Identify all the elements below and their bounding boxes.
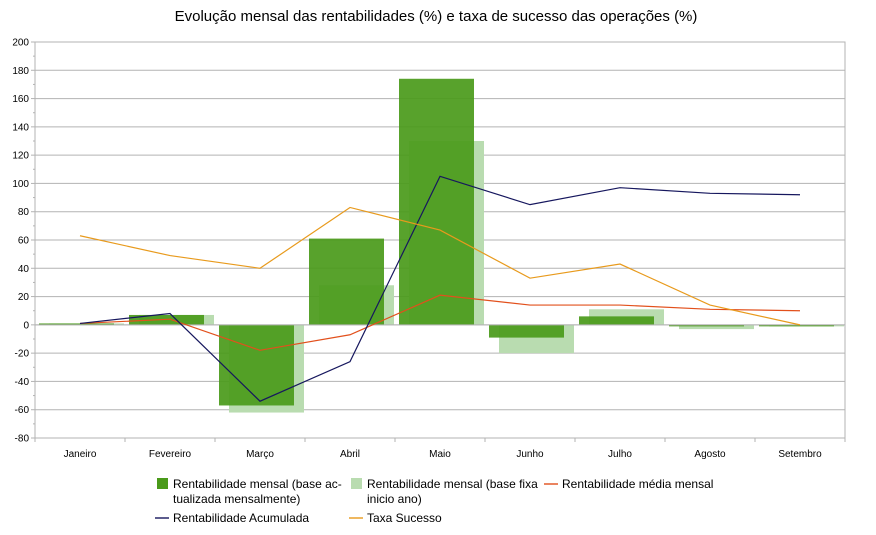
x-tick-label: Agosto [694,449,726,460]
y-tick-label: 180 [12,66,29,77]
bar-updated-base [399,78,474,325]
x-tick-label: Junho [516,449,544,460]
legend-label: Taxa Sucesso [367,511,442,525]
legend-average-monthly: Rentabilidade média mensal [544,477,713,491]
bar-updated-base [39,323,114,325]
bar-layer [39,78,844,413]
y-tick-label: 60 [18,236,30,247]
bar-updated-base [309,238,384,325]
x-tick-label: Março [246,449,274,460]
legend-layer: Rentabilidade mensal (base ac-tualizada … [155,477,713,525]
x-tick-label: Janeiro [64,449,97,460]
y-tick-label: -20 [15,349,30,360]
y-tick-label: 20 [18,292,30,303]
axis-layer [31,41,846,442]
legend-cumulative: Rentabilidade Acumulada [155,511,309,525]
legend-swatch [351,478,362,489]
bar-updated-base [579,316,654,325]
y-tick-label: -80 [15,434,30,445]
legend-label: Rentabilidade média mensal [562,477,713,491]
legend-label: Rentabilidade mensal (base ac- [173,477,342,491]
x-tick-label: Fevereiro [149,449,192,460]
bar-fixed-base [679,324,754,330]
y-tick-label: -40 [15,377,30,388]
bar-updated-base [489,324,564,338]
legend-updated-base: Rentabilidade mensal (base ac-tualizada … [157,477,342,506]
x-tick-label: Julho [608,449,632,460]
x-tick-label: Maio [429,449,451,460]
y-tick-label: 160 [12,94,29,105]
plot-frame [34,41,846,439]
label-layer: -80 -60 -40 -20 0 20 40 60 80 100 120 140 160 180 200 J… [12,38,822,461]
legend-label: inicio ano) [367,492,422,506]
bar-updated-base [669,324,744,327]
y-tick-label: 0 [23,320,29,331]
y-tick-label: 120 [12,151,29,162]
legend-label: tualizada mensalmente) [173,492,300,506]
y-tick-label: 80 [18,207,30,218]
line-cumulative [79,175,801,402]
legend-success-rate: Taxa Sucesso [349,511,442,525]
bar-updated-base [219,324,294,406]
line-success-rate [79,206,801,326]
x-tick-label: Setembro [778,449,822,460]
line-layer [79,175,801,402]
bar-updated-base [759,324,834,327]
line-average-monthly [79,294,801,351]
y-tick-label: -60 [15,405,30,416]
y-tick-label: 200 [12,38,29,49]
x-tick-label: Abril [340,449,360,460]
y-tick-label: 140 [12,122,29,133]
legend-label: Rentabilidade mensal (base fixa [367,477,538,491]
legend-swatch [157,478,168,489]
y-tick-label: 40 [18,264,30,275]
chart-title: Evolução mensal das rentabilidades (%) e… [175,8,698,25]
y-tick-label: 100 [12,179,29,190]
legend-label: Rentabilidade Acumulada [173,511,309,525]
